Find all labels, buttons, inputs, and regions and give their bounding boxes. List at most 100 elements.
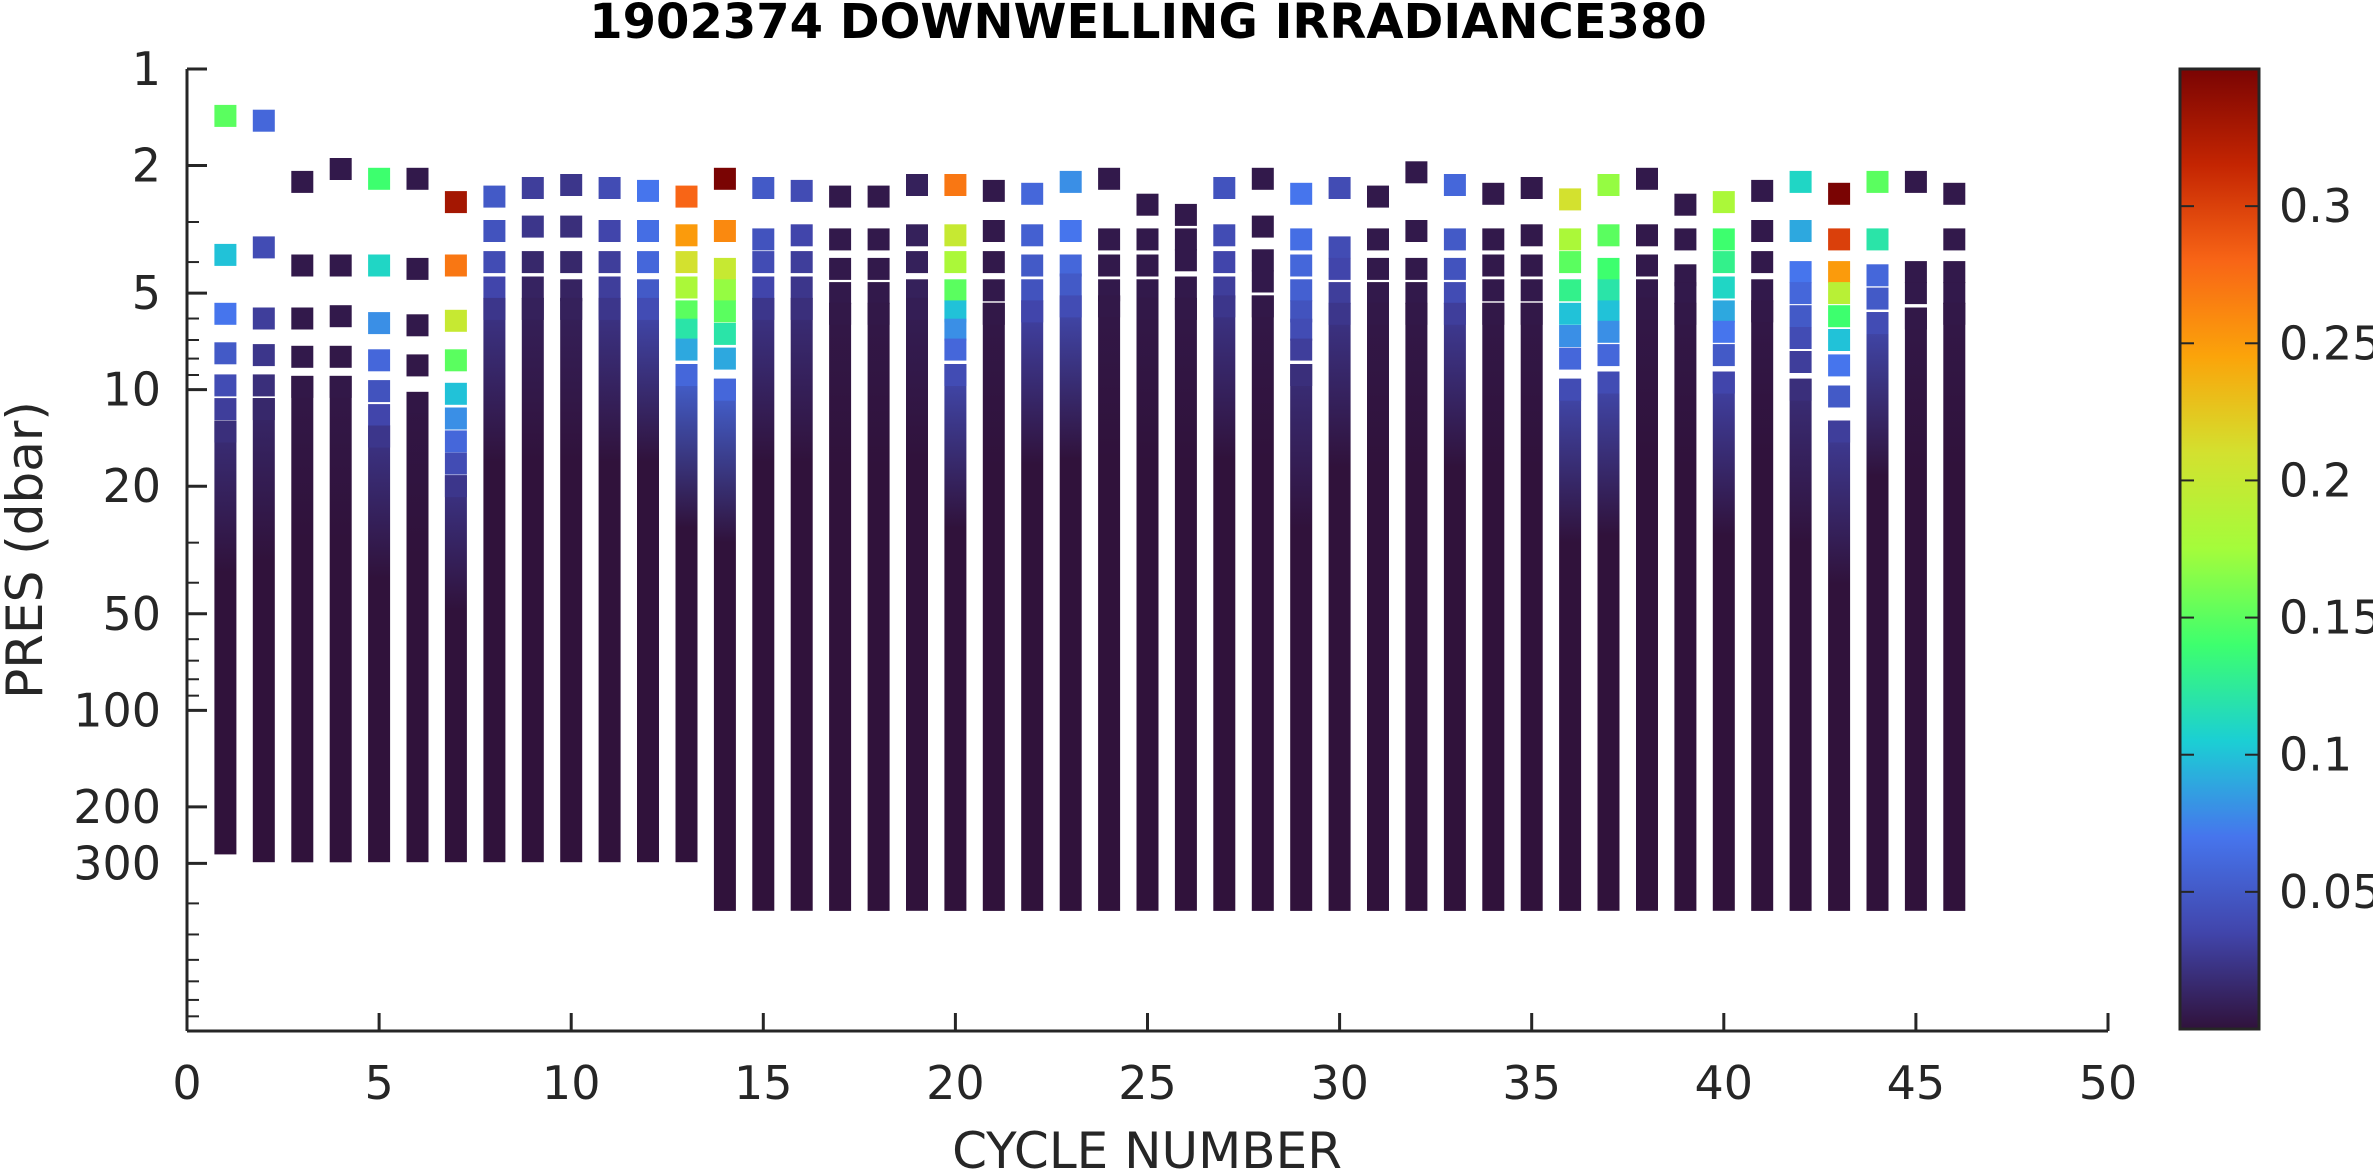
- data-point: [944, 251, 967, 274]
- data-point: [521, 276, 544, 299]
- data-point: [1174, 228, 1197, 251]
- data-point: [291, 170, 314, 193]
- profile-cycle-44: [1866, 170, 1889, 911]
- data-point: [713, 257, 736, 280]
- data-point: [1674, 228, 1697, 251]
- data-point: [1098, 167, 1121, 190]
- data-point: [675, 276, 698, 299]
- data-point: [1597, 371, 1620, 394]
- data-point: [214, 420, 237, 443]
- data-point: [1059, 170, 1082, 193]
- profile-cycle-45: [1904, 170, 1927, 911]
- data-point: [867, 282, 890, 305]
- data-point: [1866, 264, 1889, 287]
- data-point: [1021, 254, 1044, 277]
- data-point: [483, 185, 506, 208]
- data-point: [713, 322, 736, 345]
- data-point: [1712, 276, 1735, 299]
- data-point: [1712, 371, 1735, 394]
- data-point: [1482, 302, 1505, 325]
- profile-column: [368, 425, 391, 863]
- data-point: [944, 300, 967, 323]
- data-point: [252, 374, 275, 397]
- data-point: [944, 224, 967, 247]
- data-point: [1290, 279, 1313, 302]
- data-point: [444, 349, 467, 372]
- profile-column: [637, 297, 659, 863]
- profile-cycle-43: [1828, 182, 1851, 911]
- data-point: [1213, 295, 1236, 318]
- data-point: [1751, 251, 1774, 274]
- data-point: [1213, 224, 1236, 247]
- profile-cycle-37: [1597, 174, 1620, 911]
- data-point: [1559, 228, 1582, 251]
- profile-cycle-20: [944, 174, 967, 911]
- data-point: [982, 179, 1005, 202]
- data-point: [1136, 193, 1159, 216]
- data-point: [1482, 279, 1505, 302]
- data-point: [1174, 297, 1197, 320]
- data-point: [1597, 224, 1620, 247]
- profile-column: [329, 375, 352, 863]
- data-point: [1059, 295, 1082, 318]
- data-point: [1443, 302, 1466, 325]
- data-point: [1674, 282, 1697, 305]
- x-tick-label: 35: [1502, 1056, 1561, 1110]
- data-point: [1174, 249, 1197, 272]
- data-point: [1559, 302, 1582, 325]
- data-point: [1367, 185, 1389, 208]
- profile-column: [521, 297, 544, 863]
- data-point: [521, 215, 544, 238]
- data-point: [1059, 220, 1082, 242]
- x-tick-label: 15: [734, 1056, 793, 1110]
- profile-column: [1174, 297, 1197, 911]
- profile-cycle-39: [1674, 193, 1697, 911]
- data-point: [598, 177, 621, 199]
- data-point: [329, 254, 352, 277]
- profile-cycle-19: [906, 174, 928, 911]
- profile-cycle-35: [1520, 177, 1543, 911]
- data-point: [444, 254, 467, 277]
- data-point: [1751, 220, 1774, 242]
- data-point: [1290, 300, 1313, 323]
- data-point: [1290, 182, 1313, 205]
- colorbar-ticks: 0.05 0.1 0.15 0.2 0.25 0.3: [2180, 179, 2373, 919]
- data-point: [1866, 228, 1889, 251]
- data-point: [1674, 193, 1697, 216]
- data-point: [790, 179, 813, 202]
- data-point: [1943, 228, 1966, 251]
- data-point: [252, 236, 275, 259]
- data-point: [1943, 302, 1966, 325]
- profile-cycle-13: [675, 185, 698, 863]
- data-point: [675, 364, 698, 386]
- data-point: [1136, 228, 1159, 251]
- data-point: [790, 276, 813, 299]
- data-point: [1098, 295, 1121, 318]
- data-point: [1828, 305, 1851, 328]
- profile-column: [1904, 307, 1927, 911]
- data-point: [560, 297, 583, 320]
- data-point: [713, 378, 736, 401]
- data-point: [1328, 282, 1351, 305]
- profile-cycle-15: [752, 177, 775, 911]
- data-point: [1712, 344, 1735, 367]
- data-point: [1405, 161, 1428, 184]
- data-point: [1059, 254, 1082, 277]
- data-point: [906, 251, 928, 274]
- y-tick-label: 100: [73, 683, 161, 737]
- profile-column: [982, 302, 1005, 911]
- profile-column: [1636, 297, 1658, 911]
- data-point: [713, 279, 736, 302]
- data-point: [598, 251, 621, 274]
- data-point: [1597, 344, 1620, 367]
- colorbar-tick-label: 0.15: [2279, 591, 2373, 645]
- data-point: [1559, 279, 1582, 302]
- profile-cycle-5: [368, 167, 391, 863]
- data-point: [1251, 270, 1274, 293]
- data-point: [1136, 279, 1159, 302]
- data-point: [675, 251, 698, 274]
- profile-column: [1751, 300, 1774, 911]
- data-point: [637, 179, 659, 202]
- profile-column: [406, 391, 429, 863]
